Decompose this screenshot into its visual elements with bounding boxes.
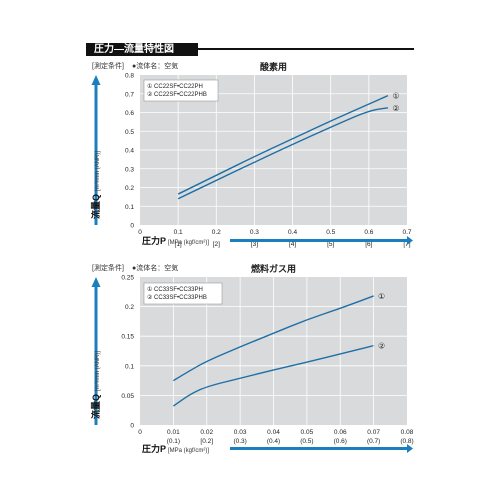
y-tick-label: 0.5: [125, 129, 134, 136]
y-tick-label: 0.6: [125, 110, 134, 117]
chart-title: 燃料ガス用: [251, 263, 296, 274]
y-axis-unit: [m³/min (ANR)]: [95, 351, 101, 391]
x-tick-label: 0.4: [288, 229, 297, 236]
y-tick-label: 0.7: [125, 91, 134, 98]
conditions-label: [測定条件]: [92, 61, 124, 70]
x-tick-sublabel: [3]: [251, 241, 258, 248]
x-tick-sublabel: [0.2]: [200, 438, 213, 445]
series-end-label: ②: [378, 342, 385, 351]
x-axis-label: 圧力P: [142, 443, 166, 454]
y-axis-arrow-head: [91, 277, 101, 287]
x-tick-sublabel: (0.3): [233, 438, 246, 445]
x-tick-label: 0.08: [401, 429, 414, 436]
x-tick-sublabel: [4]: [289, 241, 296, 248]
x-tick-sublabel: [5]: [327, 241, 334, 248]
y-tick-label: 0.8: [125, 73, 134, 80]
x-tick-sublabel: (0.6): [334, 438, 347, 445]
x-tick-label: 0.06: [334, 429, 347, 436]
y-tick-label: 0.1: [125, 204, 134, 211]
y-tick-label: 0.2: [125, 185, 134, 192]
series-end-label: ①: [392, 92, 399, 101]
x-tick-label: 0.2: [212, 229, 221, 236]
header-bar: 圧力—流量特性図: [86, 43, 414, 56]
y-tick-label: 0.1: [125, 363, 134, 370]
chart-title: 酸素用: [260, 61, 287, 72]
x-tick-sublabel: (0.4): [267, 438, 280, 445]
x-tick-sublabel: (0.8): [400, 438, 413, 445]
x-axis-label: 圧力P: [142, 235, 166, 246]
header-title-box: 圧力—流量特性図: [86, 43, 198, 56]
series-line-2: [172, 344, 374, 407]
x-axis-arrow-bar: [230, 239, 407, 242]
y-tick-label: 0.15: [121, 334, 134, 341]
series-line-1: [173, 295, 374, 382]
y-tick-label: 0: [130, 223, 134, 230]
y-tick-label: 0.3: [125, 166, 134, 173]
x-axis-arrow-head: [407, 236, 413, 245]
y-axis-arrow-head: [91, 75, 101, 85]
series-end-label: ①: [378, 292, 385, 301]
x-axis-arrow-bar: [230, 447, 407, 450]
fluid-label: ●流体名：空気: [132, 61, 178, 70]
conditions-label: [測定条件]: [92, 263, 124, 272]
x-tick-label: 0.02: [200, 429, 213, 436]
legend-entry: ② CC22SF•CC22PHB: [147, 91, 207, 98]
x-tick-label: 0.07: [367, 429, 380, 436]
x-tick-sublabel: (0.1): [167, 438, 180, 445]
y-tick-label: 0.4: [125, 148, 134, 155]
y-axis-arrow-bar: [94, 85, 98, 225]
series-line-2: [177, 107, 389, 200]
x-axis-unit: [MPa (kgf/cm²)]: [168, 448, 209, 454]
y-tick-label: 0.2: [125, 304, 134, 311]
series-line-1: [177, 94, 389, 195]
header-rule: [198, 48, 414, 50]
x-tick-sublabel: [2]: [213, 241, 220, 248]
legend-entry: ② CC33SF•CC33PHB: [147, 294, 207, 301]
x-tick-label: 0.5: [326, 229, 335, 236]
y-axis-arrow-bar: [94, 287, 98, 425]
y-tick-label: 0.25: [121, 275, 134, 282]
x-tick-sublabel: [1]: [175, 241, 182, 248]
x-tick-label: 0: [138, 229, 142, 236]
y-axis-label: 流量Q: [90, 394, 101, 419]
x-tick-label: 0.1: [174, 229, 183, 236]
x-tick-sublabel: [6]: [365, 241, 372, 248]
x-axis-unit: [MPa (kgf/cm²)]: [168, 240, 209, 246]
x-tick-label: 0.03: [234, 429, 247, 436]
legend-entry: ① CC22SF•CC22PH: [147, 83, 203, 90]
x-tick-label: 0: [138, 429, 142, 436]
x-tick-label: 0.3: [250, 229, 259, 236]
x-tick-label: 0.04: [267, 429, 280, 436]
legend-box: [143, 282, 223, 305]
y-axis-label: 流量Q: [90, 194, 101, 219]
y-tick-label: 0: [130, 423, 134, 430]
page-title: 圧力—流量特性図: [94, 44, 174, 55]
series-end-label: ②: [392, 104, 399, 113]
x-tick-label: 0.7: [402, 229, 411, 236]
x-tick-sublabel: (0.5): [300, 438, 313, 445]
x-tick-label: 0.05: [301, 429, 314, 436]
legend-box: [143, 79, 219, 102]
y-tick-label: 0.05: [121, 393, 134, 400]
y-axis-unit: [m³/min (ANR)]: [95, 151, 101, 191]
x-axis-arrow-head: [407, 444, 413, 453]
x-tick-sublabel: (0.7): [367, 438, 380, 445]
fluid-label: ●流体名：空気: [132, 263, 178, 272]
legend-entry: ① CC33SF•CC33PH: [147, 286, 203, 293]
x-tick-label: 0.01: [167, 429, 180, 436]
x-tick-label: 0.6: [364, 229, 373, 236]
